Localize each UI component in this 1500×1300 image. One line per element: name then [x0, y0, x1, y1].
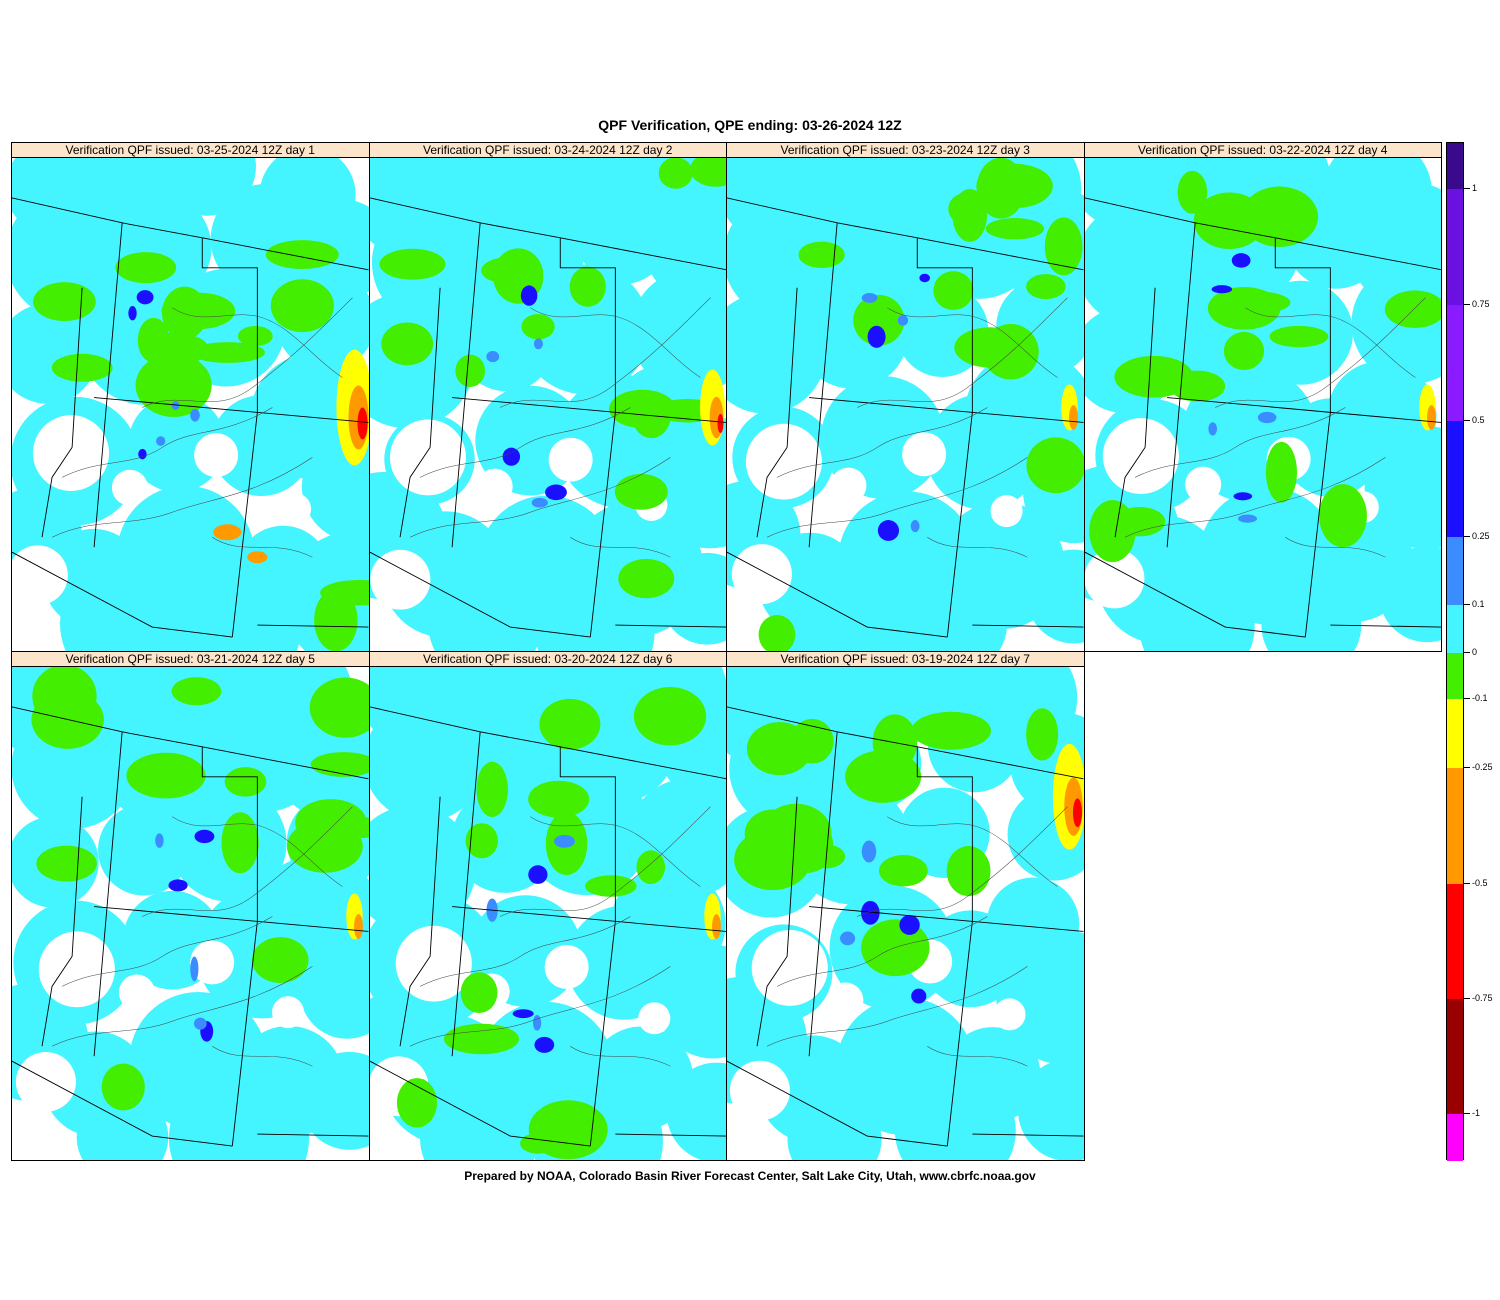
legend-bin-6 [1447, 653, 1463, 699]
state-boundaries [727, 197, 1084, 638]
precip-field [12, 158, 369, 651]
panel-header: Verification QPF issued: 03-24-2024 12Z … [369, 143, 726, 158]
legend-tick [1464, 998, 1470, 999]
panel-header: Verification QPF issued: 03-23-2024 12Z … [727, 143, 1084, 158]
legend-tick-label: 1 [1472, 183, 1478, 193]
verification-map [12, 667, 369, 1160]
legend-bin-2 [1447, 305, 1463, 421]
map-panel-day-7: Verification QPF issued: 03-19-2024 12Z … [726, 651, 1085, 1161]
state-boundaries [727, 706, 1084, 1147]
panel-header: Verification QPF issued: 03-25-2024 12Z … [12, 143, 369, 158]
legend-tick [1464, 604, 1470, 605]
legend-tick-label: 0.5 [1472, 415, 1485, 425]
legend-bin-3 [1447, 421, 1463, 537]
legend-bin-7 [1447, 699, 1463, 768]
legend-tick-label: -0.1 [1472, 693, 1488, 703]
legend-bin-5 [1447, 605, 1463, 653]
map-panel-day-2: Verification QPF issued: 03-24-2024 12Z … [368, 142, 727, 652]
legend-bin-10 [1447, 999, 1463, 1114]
verification-map [727, 667, 1084, 1160]
legend-bin-11 [1447, 1114, 1463, 1161]
precip-field [727, 667, 1084, 1160]
state-boundaries [12, 197, 369, 638]
panel-header: Verification QPF issued: 03-21-2024 12Z … [12, 652, 369, 667]
credit-footer: Prepared by NOAA, Colorado Basin River F… [464, 1169, 1036, 1183]
legend-tick [1464, 1113, 1470, 1114]
color-legend-bar [1446, 142, 1464, 1161]
legend-bin-0 [1447, 143, 1463, 189]
precip-field [727, 158, 1084, 651]
legend-tick [1464, 536, 1470, 537]
verification-map [12, 158, 369, 651]
legend-bin-1 [1447, 189, 1463, 305]
legend-bin-9 [1447, 884, 1463, 999]
verification-map [727, 158, 1084, 651]
legend-tick-label: -0.75 [1472, 993, 1493, 1003]
legend-tick [1464, 883, 1470, 884]
map-panel-day-3: Verification QPF issued: 03-23-2024 12Z … [726, 142, 1085, 652]
basin-outlines [1124, 297, 1426, 558]
map-panel-day-1: Verification QPF issued: 03-25-2024 12Z … [11, 142, 370, 652]
basin-outlines [51, 297, 353, 558]
precip-field [1084, 158, 1441, 651]
legend-tick-label: 0.1 [1472, 599, 1485, 609]
basin-outlines [766, 806, 1068, 1067]
precip-field [369, 667, 726, 1160]
legend-bin-4 [1447, 537, 1463, 605]
legend-tick-label: 0.75 [1472, 299, 1490, 309]
state-boundaries [12, 706, 369, 1147]
precip-field [369, 158, 726, 651]
legend-tick-label: 0 [1472, 647, 1478, 657]
precip-field [12, 667, 369, 1160]
legend-tick-label: -0.25 [1472, 762, 1493, 772]
figure-title: QPF Verification, QPE ending: 03-26-2024… [598, 117, 902, 133]
basin-outlines [409, 806, 711, 1067]
map-panel-day-6: Verification QPF issued: 03-20-2024 12Z … [368, 651, 727, 1161]
state-boundaries [369, 706, 726, 1147]
verification-map [369, 667, 726, 1160]
basin-outlines [766, 297, 1068, 558]
legend-tick [1464, 420, 1470, 421]
state-boundaries [1084, 197, 1441, 638]
legend-tick-label: 0.25 [1472, 531, 1490, 541]
legend-tick [1464, 652, 1470, 653]
legend-bin-8 [1447, 768, 1463, 884]
basin-outlines [409, 297, 711, 558]
panel-header: Verification QPF issued: 03-20-2024 12Z … [369, 652, 726, 667]
legend-tick [1464, 188, 1470, 189]
state-boundaries [369, 197, 726, 638]
map-panel-day-5: Verification QPF issued: 03-21-2024 12Z … [11, 651, 370, 1161]
map-panel-day-4: Verification QPF issued: 03-22-2024 12Z … [1083, 142, 1442, 652]
panel-header: Verification QPF issued: 03-19-2024 12Z … [727, 652, 1084, 667]
legend-tick [1464, 698, 1470, 699]
legend-tick-label: -0.5 [1472, 878, 1488, 888]
legend-tick-label: -1 [1472, 1108, 1481, 1118]
verification-map [1084, 158, 1441, 651]
basin-outlines [51, 806, 353, 1067]
legend-tick [1464, 304, 1470, 305]
legend-tick [1464, 767, 1470, 768]
verification-map [369, 158, 726, 651]
panel-header: Verification QPF issued: 03-22-2024 12Z … [1084, 143, 1441, 158]
